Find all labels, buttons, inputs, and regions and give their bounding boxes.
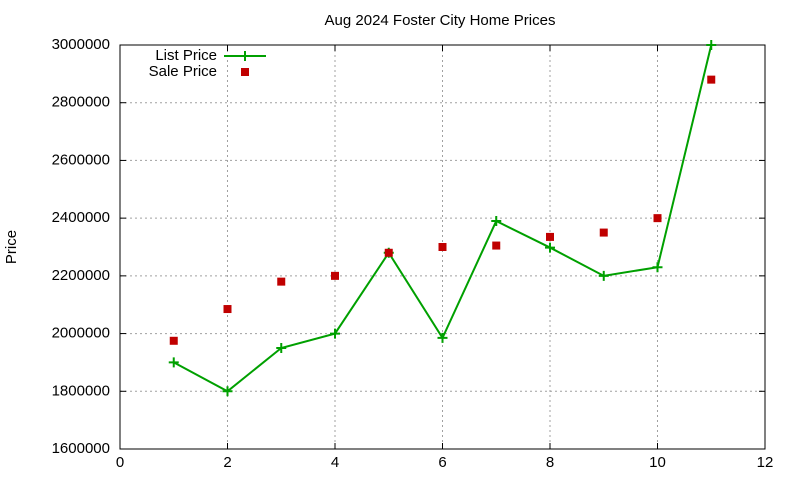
legend-marker: [240, 51, 250, 61]
data-point: [706, 40, 717, 50]
data-point: [384, 248, 393, 257]
data-point: [168, 357, 179, 368]
legend-marker: [241, 68, 249, 76]
data-point: [331, 271, 339, 280]
y-tick-label: 2000000: [52, 325, 110, 342]
data-point: [277, 277, 286, 286]
data-point: [169, 336, 178, 345]
data-point: [276, 343, 287, 353]
legend-label: Sale Price: [149, 63, 217, 80]
data-point: [222, 386, 233, 397]
plot-frame: [119, 44, 766, 450]
y-tick-label: 2600000: [52, 151, 110, 168]
data-point: [707, 75, 716, 84]
data-point: [599, 228, 608, 237]
x-tick-label: 6: [438, 454, 446, 471]
data-point: [653, 214, 662, 223]
data-point: [438, 243, 447, 251]
y-tick-label: 1600000: [52, 440, 110, 457]
data-point: [545, 242, 555, 253]
x-tick-label: 8: [546, 454, 554, 471]
x-tick-label: 4: [331, 454, 339, 471]
x-tick-label: 12: [757, 454, 774, 471]
data-point: [330, 328, 340, 339]
data-point: [652, 262, 663, 273]
x-tick-label: 2: [223, 454, 231, 471]
x-tick-label: 10: [649, 454, 666, 471]
y-tick-label: 2400000: [52, 209, 110, 226]
data-point: [437, 332, 448, 343]
y-tick-label: 2800000: [52, 94, 110, 111]
data-point: [546, 232, 554, 241]
data-point: [491, 216, 502, 227]
data-point: [223, 305, 232, 314]
y-axis-label: Price: [3, 230, 20, 264]
data-point: [598, 270, 609, 281]
chart-title: Aug 2024 Foster City Home Prices: [325, 12, 556, 29]
data-point: [492, 241, 501, 250]
y-tick-label: 1800000: [52, 382, 110, 399]
y-tick-label: 3000000: [52, 36, 110, 53]
legend-label: List Price: [155, 47, 217, 64]
y-tick-label: 2200000: [52, 267, 110, 284]
x-tick-label: 0: [116, 454, 124, 471]
